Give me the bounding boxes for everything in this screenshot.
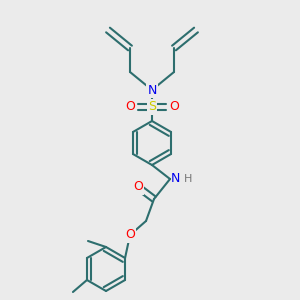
Text: O: O (169, 100, 179, 113)
Text: O: O (125, 100, 135, 113)
Text: N: N (147, 83, 157, 97)
Text: S: S (148, 100, 156, 113)
Text: N: N (170, 172, 180, 185)
Text: H: H (184, 174, 192, 184)
Text: O: O (125, 229, 135, 242)
Text: O: O (133, 181, 143, 194)
